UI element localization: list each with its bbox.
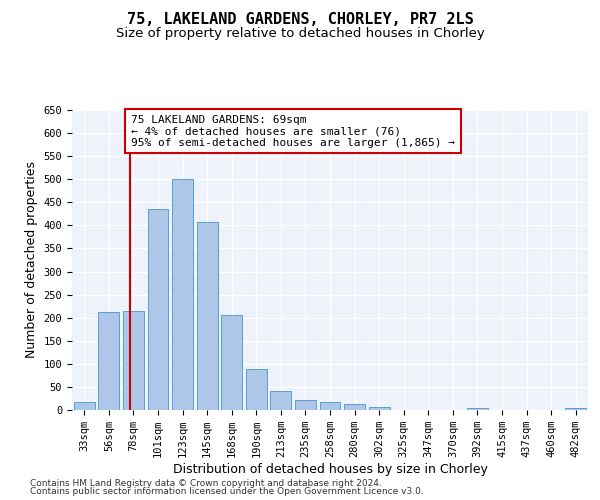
Bar — [197, 222, 218, 410]
Bar — [74, 402, 95, 410]
Bar — [221, 316, 242, 410]
Bar — [295, 400, 316, 410]
Bar — [368, 407, 389, 410]
Text: Size of property relative to detached houses in Chorley: Size of property relative to detached ho… — [116, 28, 484, 40]
Bar — [565, 408, 586, 410]
Text: Contains HM Land Registry data © Crown copyright and database right 2024.: Contains HM Land Registry data © Crown c… — [30, 478, 382, 488]
Bar — [467, 408, 488, 410]
Bar — [344, 404, 365, 410]
Bar — [98, 312, 119, 410]
Text: 75 LAKELAND GARDENS: 69sqm
← 4% of detached houses are smaller (76)
95% of semi-: 75 LAKELAND GARDENS: 69sqm ← 4% of detac… — [131, 114, 455, 148]
Bar — [246, 370, 267, 410]
Text: Contains public sector information licensed under the Open Government Licence v3: Contains public sector information licen… — [30, 487, 424, 496]
Bar — [271, 390, 292, 410]
X-axis label: Distribution of detached houses by size in Chorley: Distribution of detached houses by size … — [173, 463, 487, 476]
Bar — [320, 402, 340, 410]
Text: 75, LAKELAND GARDENS, CHORLEY, PR7 2LS: 75, LAKELAND GARDENS, CHORLEY, PR7 2LS — [127, 12, 473, 28]
Bar — [172, 179, 193, 410]
Bar — [123, 311, 144, 410]
Y-axis label: Number of detached properties: Number of detached properties — [25, 162, 38, 358]
Bar — [148, 209, 169, 410]
